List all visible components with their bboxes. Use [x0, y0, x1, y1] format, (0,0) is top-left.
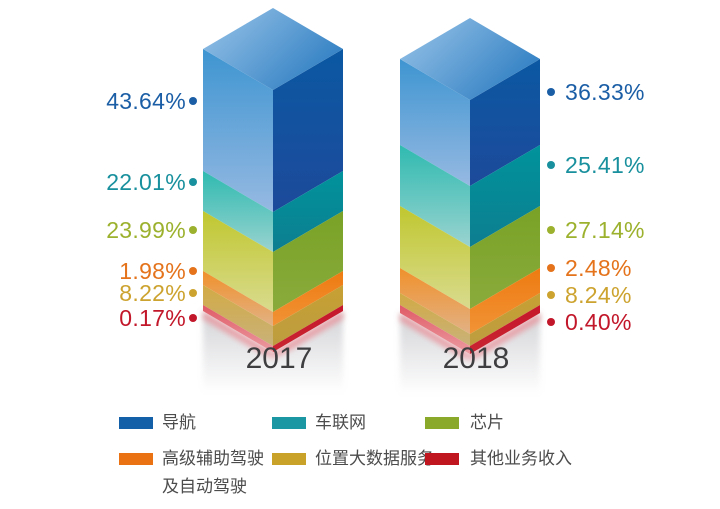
- segment-left-face: [400, 206, 470, 309]
- segment-right-face: [470, 206, 540, 309]
- segment-right-face: [273, 211, 343, 312]
- segment-right-face: [470, 59, 540, 186]
- year-label: 2017: [245, 342, 313, 375]
- percent-dot: [189, 314, 197, 322]
- percent-dot: [189, 226, 197, 234]
- legend-swatch: [119, 417, 153, 429]
- percent-label: 0.17%: [119, 305, 186, 331]
- bar-top-face: [400, 18, 540, 100]
- percent-dot: [547, 88, 555, 96]
- percent-dot: [547, 161, 555, 169]
- legend-swatch: [272, 417, 306, 429]
- percent-label: 22.01%: [106, 169, 186, 195]
- segment-left-face: [203, 285, 273, 346]
- legend-label: 车联网: [315, 413, 366, 432]
- legend-swatch: [119, 453, 153, 465]
- percent-label: 8.24%: [565, 282, 632, 308]
- legend-label: 位置大数据服务: [315, 449, 434, 468]
- segment-left-face: [400, 293, 470, 346]
- segment-left-face: [400, 268, 470, 334]
- percent-dot: [547, 264, 555, 272]
- percent-label: 36.33%: [565, 79, 645, 105]
- segment-left-face: [400, 305, 470, 354]
- percent-label: 27.14%: [565, 217, 645, 243]
- percent-dot: [547, 226, 555, 234]
- segment-right-face: [470, 145, 540, 247]
- percent-label: 1.98%: [119, 258, 186, 284]
- legend-label: 其他业务收入: [470, 449, 572, 468]
- segment-right-face: [273, 49, 343, 212]
- segment-left-face: [400, 59, 470, 186]
- segment-right-face: [470, 305, 540, 354]
- percent-label: 25.41%: [565, 152, 645, 178]
- segment-left-face: [203, 171, 273, 252]
- percent-label: 8.22%: [119, 280, 186, 306]
- segment-right-face: [273, 271, 343, 326]
- year-label: 2018: [442, 342, 510, 375]
- percent-dot: [189, 97, 197, 105]
- percent-dot: [189, 267, 197, 275]
- percent-label: 2.48%: [565, 255, 632, 281]
- legend-label: 及自动驾驶: [162, 477, 247, 496]
- segment-right-face: [470, 293, 540, 346]
- legend-label: 导航: [162, 413, 196, 432]
- segment-left-face: [203, 49, 273, 212]
- segment-right-face: [273, 171, 343, 252]
- percent-dot: [189, 289, 197, 297]
- legend-swatch: [425, 453, 459, 465]
- legend-swatch: [425, 417, 459, 429]
- segment-left-face: [203, 305, 273, 352]
- legend-label: 高级辅助驾驶: [162, 449, 264, 468]
- segment-right-face: [273, 285, 343, 346]
- percent-label: 43.64%: [106, 88, 186, 114]
- percent-label: 0.40%: [565, 309, 632, 335]
- segment-left-face: [400, 145, 470, 247]
- segment-left-face: [203, 271, 273, 326]
- percent-dot: [547, 318, 555, 326]
- percent-label: 23.99%: [106, 217, 186, 243]
- legend-label: 芯片: [470, 413, 504, 432]
- segment-left-face: [203, 211, 273, 312]
- legend-swatch: [272, 453, 306, 465]
- segment-right-face: [273, 305, 343, 352]
- bar-top-face: [203, 8, 343, 90]
- percent-dot: [547, 291, 555, 299]
- segment-right-face: [470, 268, 540, 334]
- percent-dot: [189, 178, 197, 186]
